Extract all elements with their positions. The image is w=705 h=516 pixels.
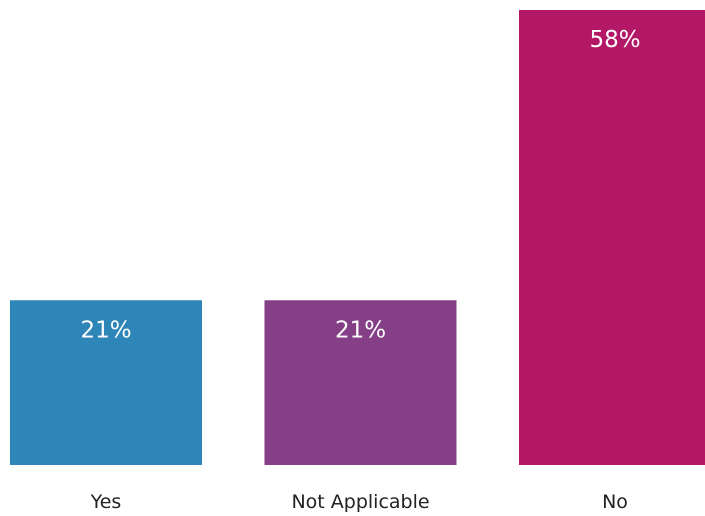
bar-yes: [10, 300, 202, 465]
category-labels-group: Yes Not Applicable No: [90, 491, 628, 513]
category-label-not-applicable: Not Applicable: [291, 491, 429, 513]
value-labels-group: 21% 21% 58%: [80, 27, 640, 343]
value-label-yes: 21%: [80, 317, 131, 343]
value-label-no: 58%: [589, 27, 640, 53]
value-label-not-applicable: 21%: [335, 317, 386, 343]
category-label-no: No: [602, 491, 628, 513]
bars-group: [10, 10, 705, 465]
bar-no: [519, 10, 705, 465]
category-label-yes: Yes: [90, 491, 122, 513]
bar-not-applicable: [264, 300, 457, 465]
